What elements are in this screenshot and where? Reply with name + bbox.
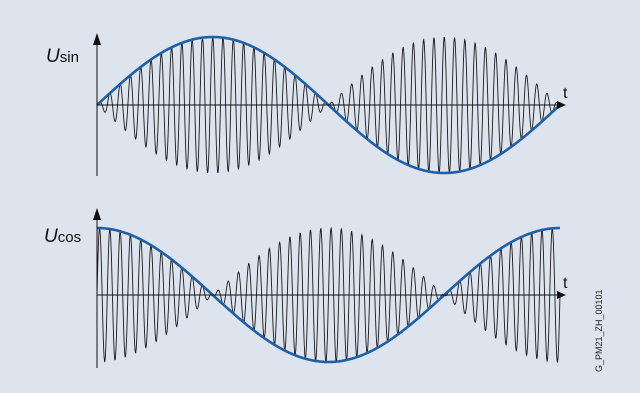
panel-ucos: Ucos t — [44, 208, 568, 368]
ucos-time-label: t — [563, 275, 568, 292]
reference-code: G_PM21_ZH_00101 — [594, 289, 604, 372]
ucos-envelope-curve — [96, 226, 561, 364]
usin-time-axis-arrow — [557, 101, 566, 109]
usin-amplitude-axis-arrow — [93, 33, 101, 45]
ucos-time-axis-arrow — [557, 291, 566, 299]
usin-axis-label: Usin — [46, 46, 79, 67]
ucos-amplitude-axis-arrow — [93, 208, 101, 220]
ucos-axis-label: Ucos — [44, 226, 81, 247]
panel-usin: Usin t — [46, 33, 568, 176]
usin-time-label: t — [563, 85, 568, 102]
